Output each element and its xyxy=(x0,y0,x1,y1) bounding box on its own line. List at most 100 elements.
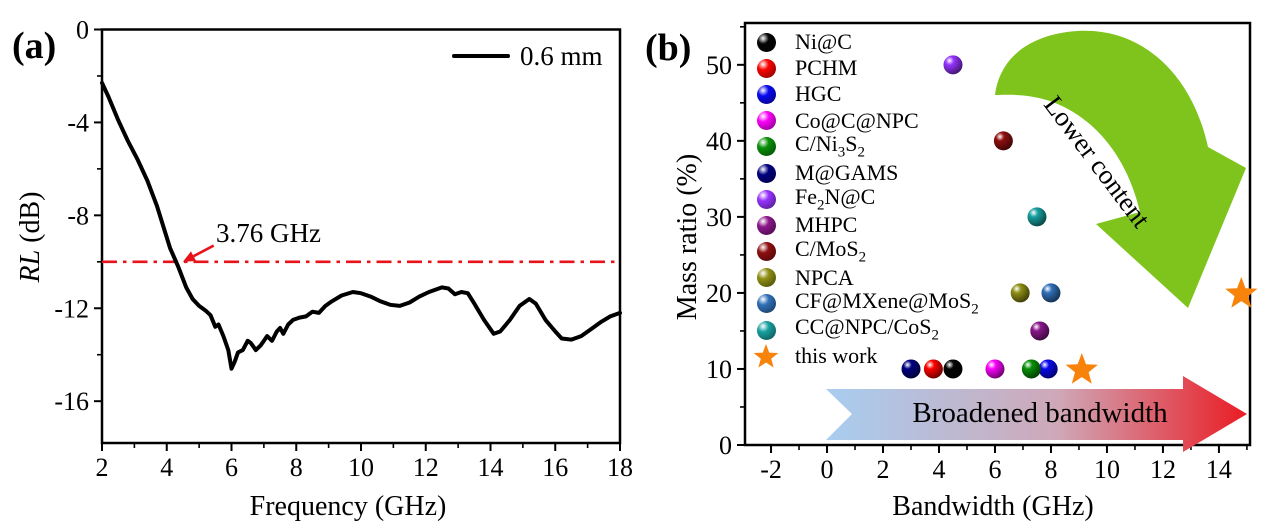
x-tick-label: -2 xyxy=(760,455,782,484)
legend-b: Ni@C PCHM HGC Co@C@NPC C/Ni3S2 M@GAMS Fe2N@C MH… xyxy=(752,29,979,369)
panel-b-xlabel: Bandwidth (GHz) xyxy=(892,491,1094,522)
line-swatch xyxy=(452,53,510,59)
legend-item: Co@C@NPC xyxy=(752,108,979,134)
point-c-ni3s2 xyxy=(1021,359,1041,379)
point-this-work-star xyxy=(1065,353,1098,384)
lower-content-arrow xyxy=(995,30,1246,308)
sphere-icon xyxy=(752,107,780,134)
x-tick-label: 6 xyxy=(225,453,238,482)
sphere-icon xyxy=(752,186,780,213)
legend-label: CF@MXene@MoS2 xyxy=(795,288,979,318)
legend-label: Fe2N@C xyxy=(795,183,876,213)
panel-a-axes: 2 4 6 8 10 12 14 16 18 0 -4 -8 -12 -16 xyxy=(54,16,633,483)
y-tick-label: 0 xyxy=(719,431,732,460)
legend-item: M@GAMS xyxy=(752,160,979,186)
sphere-icon xyxy=(752,317,780,344)
panel-b-axes: -2 0 2 4 6 8 10 12 14 0 10 20 30 40 50 xyxy=(706,21,1252,484)
x-tick-label: 16 xyxy=(542,453,568,482)
sphere-icon xyxy=(752,264,780,291)
y-tick-label: -12 xyxy=(54,294,89,323)
panel-a-xlabel: Frequency (GHz) xyxy=(249,491,447,522)
point-npca xyxy=(1010,283,1030,303)
y-tick-label: -16 xyxy=(54,387,89,416)
sphere-icon xyxy=(752,212,780,239)
legend-a: 0.6 mm xyxy=(452,41,603,71)
x-tick-label: 2 xyxy=(877,455,890,484)
sphere-icon xyxy=(752,81,780,108)
legend-label: Co@C@NPC xyxy=(795,107,919,133)
panel-b-ylabel: Mass ratio (%) xyxy=(672,153,703,321)
point-mhpc xyxy=(1030,321,1050,341)
legend-label: PCHM xyxy=(795,55,858,81)
rl-curve-0-6mm xyxy=(100,80,622,371)
point-pchm xyxy=(923,359,943,379)
x-tick-label: 10 xyxy=(1094,455,1120,484)
legend-item: NPCA xyxy=(752,265,979,291)
star-icon xyxy=(752,343,780,370)
annotation-3-76-ghz: 3.76 GHz xyxy=(216,218,321,248)
legend-label: MHPC xyxy=(795,212,858,238)
legend-label: CC@NPC/CoS2 xyxy=(795,314,939,344)
y-tick-label: -4 xyxy=(67,108,89,137)
x-tick-label: 0 xyxy=(821,455,834,484)
legend-item: this work xyxy=(752,343,979,369)
legend-item: PCHM xyxy=(752,55,979,81)
sphere-icon xyxy=(752,55,780,82)
legend-item: Fe2N@C xyxy=(752,183,979,213)
x-tick-label: 14 xyxy=(478,453,504,482)
legend-label: Ni@C xyxy=(795,29,852,55)
x-tick-label: 10 xyxy=(348,453,374,482)
x-tick-label: 12 xyxy=(413,453,439,482)
legend-item: CC@NPC/CoS2 xyxy=(752,314,979,344)
y-tick-label: 50 xyxy=(706,51,732,80)
point-cc-npc-cos2 xyxy=(1027,207,1047,227)
legend-item: C/Ni3S2 xyxy=(752,131,979,161)
x-tick-label: 6 xyxy=(988,455,1001,484)
x-tick-label: 14 xyxy=(1206,455,1232,484)
y-tick-label: 30 xyxy=(706,203,732,232)
x-tick-label: 12 xyxy=(1150,455,1176,484)
x-tick-label: 18 xyxy=(607,453,633,482)
point-this-work-star xyxy=(1225,276,1258,308)
point-ni-c xyxy=(943,359,963,379)
x-tick-label: 8 xyxy=(1044,455,1057,484)
panel-b-plot-border xyxy=(743,21,1252,447)
point-co-c-npc xyxy=(985,359,1005,379)
x-tick-label: 4 xyxy=(160,453,173,482)
sphere-icon xyxy=(752,160,780,187)
y-tick-label: 40 xyxy=(706,127,732,156)
x-tick-label: 4 xyxy=(932,455,945,484)
point-hgc xyxy=(1038,359,1058,379)
legend-item: MHPC xyxy=(752,212,979,238)
legend-item: C/MoS2 xyxy=(752,235,979,266)
point-cf-mxene-mos2 xyxy=(1041,283,1061,303)
sphere-icon xyxy=(752,29,780,56)
broadened-bandwidth-arrow xyxy=(826,376,1247,452)
legend-item: HGC xyxy=(752,81,979,107)
annotation-arrow xyxy=(182,244,215,262)
x-tick-label: 2 xyxy=(96,453,109,482)
legend-label: M@GAMS xyxy=(795,160,899,186)
legend-label: NPCA xyxy=(795,264,854,290)
broadened-bandwidth-text: Broadened bandwidth xyxy=(912,397,1168,429)
point-c-mos2 xyxy=(993,131,1013,151)
panel-a-plot-border xyxy=(100,28,622,445)
legend-label: this work xyxy=(795,343,878,369)
point-m-gams xyxy=(901,359,921,379)
legend-item: CF@MXene@MoS2 xyxy=(752,288,979,318)
panel-a-ylabel: RL (dB) xyxy=(15,191,46,283)
legend-label: C/MoS2 xyxy=(795,235,867,266)
sphere-icon xyxy=(752,238,780,265)
legend-label: C/Ni3S2 xyxy=(795,131,866,161)
point-fe2n-c xyxy=(943,55,963,75)
y-tick-label: 10 xyxy=(706,355,732,384)
legend-item: Ni@C xyxy=(752,29,979,55)
y-tick-label: 0 xyxy=(76,16,89,45)
y-tick-label: 20 xyxy=(706,279,732,308)
x-tick-label: 8 xyxy=(290,453,303,482)
y-tick-label: -8 xyxy=(67,201,89,230)
sphere-icon xyxy=(752,290,780,317)
legend-a-label: 0.6 mm xyxy=(520,40,603,71)
sphere-icon xyxy=(752,133,780,160)
